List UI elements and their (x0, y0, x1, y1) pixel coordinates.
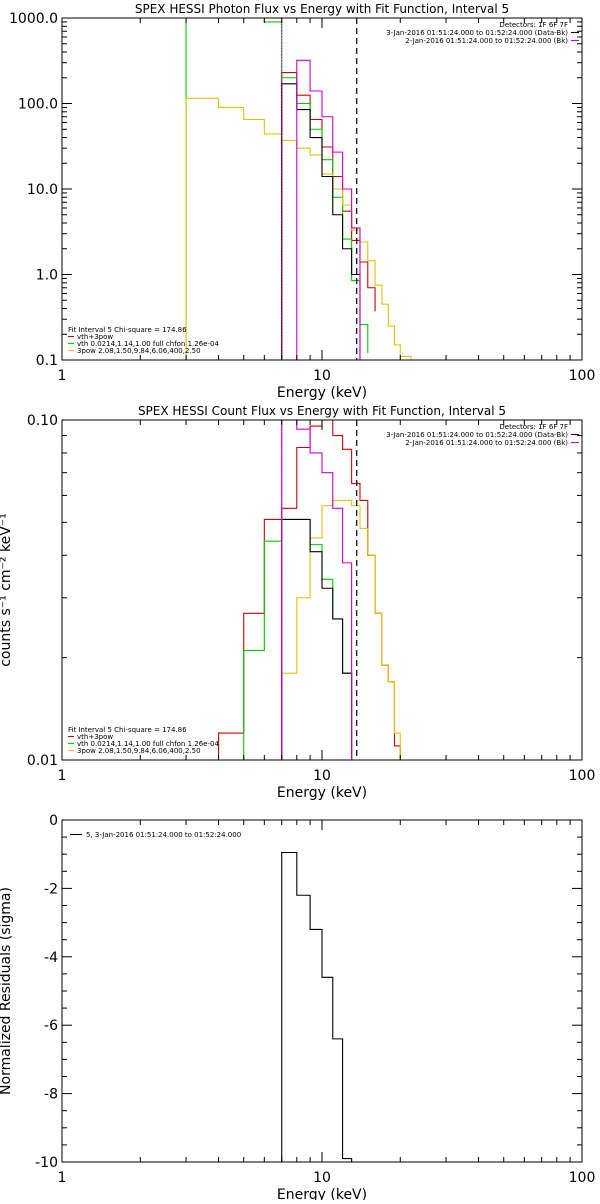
x-axis: 1 10 100 (58, 18, 596, 384)
legend-label: vth+3pow (77, 333, 113, 341)
y-tick-label: 1000.0 (9, 11, 58, 27)
plot-area (185, 18, 412, 360)
y-tick-label: 0.01 (27, 753, 58, 769)
chart-panel-2: SPEX HESSI Count Flux vs Energy with Fit… (0, 404, 595, 801)
series-line-1 (281, 72, 376, 360)
x-tick-label: 10 (313, 1170, 331, 1186)
series-line-1 (281, 851, 353, 1162)
y-axis-label: Normalized Residuals (sigma) (0, 887, 14, 1095)
legend: 5, 3-Jan-2016 01:51:24.000 to 01:52:24.0… (70, 831, 241, 839)
y-tick-label: -2 (44, 881, 58, 897)
chart-panel-1: SPEX HESSI Photon Flux vs Energy with Fi… (9, 2, 595, 401)
info-line-1: Detectors: 1F 6F 7F (499, 21, 568, 29)
series-line-5 (281, 420, 353, 760)
x-tick-label: 10 (313, 368, 331, 384)
x-axis-label: Energy (keV) (277, 385, 367, 401)
info-line-2: 3-Jan-2016 01:51:24.000 to 01:52:24.000 … (386, 431, 568, 439)
y-tick-label: -10 (35, 1155, 58, 1171)
x-axis: 1 10 100 (58, 420, 596, 784)
x-tick-label: 100 (569, 1170, 596, 1186)
plot-area (217, 420, 412, 760)
series-line-4 (281, 83, 361, 360)
series-line-3 (281, 499, 412, 760)
legend: Fit Interval 5 Chi-square = 174.86vth+3p… (68, 326, 219, 355)
legend-label: 3pow 2.08,1.50,9.84,6.06,400,2.50 (77, 347, 201, 355)
y-tick-label: 0.1 (36, 353, 58, 369)
chart-panel-3: 1 10 100 Energy (keV) 0 -2 -4 -6 -8 -10 Normalized… (0, 813, 596, 1203)
x-tick-label: 10 (313, 768, 331, 784)
y-tick-label: -6 (44, 1018, 58, 1034)
y-axis: 0 -2 -4 -6 -8 -10 (35, 813, 582, 1171)
x-tick-label: 100 (569, 768, 596, 784)
y-tick-label: -4 (44, 950, 58, 966)
legend-header: Fit Interval 5 Chi-square = 174.86 (68, 326, 187, 334)
legend-label: vth 0.0214,1.14,1.00 full chfon 1.26e-04 (77, 340, 219, 348)
x-tick-label: 100 (569, 368, 596, 384)
legend-label: vth 0.0214,1.14,1.00 full chfon 1.26e-04 (77, 740, 219, 748)
x-axis: 1 10 100 (58, 820, 596, 1186)
plot-area (281, 851, 353, 1162)
series-line-2 (185, 18, 369, 360)
x-tick-label: 1 (58, 368, 67, 384)
legend-label: 5, 3-Jan-2016 01:51:24.000 to 01:52:24.0… (86, 831, 241, 839)
y-tick-label: -8 (44, 1087, 58, 1103)
plot-frame (61, 819, 583, 1163)
info-line-1: Detectors: 1F 6F 7F (499, 423, 568, 431)
info-line-3: 2-Jan-2016 01:51:24.000 to 01:52:24.000 … (405, 439, 568, 447)
chart-title: SPEX HESSI Count Flux vs Energy with Fit… (138, 404, 506, 418)
legend-label: vth+3pow (77, 733, 113, 741)
x-axis-label: Energy (keV) (277, 1187, 367, 1200)
series-line-4 (281, 518, 353, 760)
series-line-5 (296, 59, 361, 360)
y-tick-label: 0.10 (27, 413, 58, 429)
series-line-3 (185, 97, 412, 360)
y-axis: 0.01 0.10 (27, 413, 582, 769)
y-axis: 0.1 1.0 10.0 100.0 1000.0 (9, 11, 582, 369)
x-tick-label: 1 (58, 1170, 67, 1186)
info-line-2: 3-Jan-2016 01:51:24.000 to 01:52:24.000 … (386, 29, 568, 37)
legend: Fit Interval 5 Chi-square = 174.86vth+3p… (68, 726, 219, 755)
y-tick-label: 10.0 (27, 182, 58, 198)
y-tick-label: 0 (49, 813, 58, 829)
x-axis-label: Energy (keV) (277, 785, 367, 801)
plot-frame (61, 17, 583, 361)
legend-label: 3pow 2.08,1.50,9.84,6.06,400,2.50 (77, 747, 201, 755)
series-line-1 (217, 420, 401, 760)
y-tick-label: 1.0 (36, 268, 58, 284)
legend-header: Fit Interval 5 Chi-square = 174.86 (68, 726, 187, 734)
y-tick-label: 100.0 (18, 97, 58, 113)
chart-title: SPEX HESSI Photon Flux vs Energy with Fi… (135, 2, 509, 16)
x-tick-label: 1 (58, 768, 67, 784)
y-axis-label: counts s⁻¹ cm⁻² keV⁻¹ (0, 513, 14, 667)
info-line-3: 2-Jan-2016 01:51:24.000 to 01:52:24.000 … (405, 37, 568, 45)
